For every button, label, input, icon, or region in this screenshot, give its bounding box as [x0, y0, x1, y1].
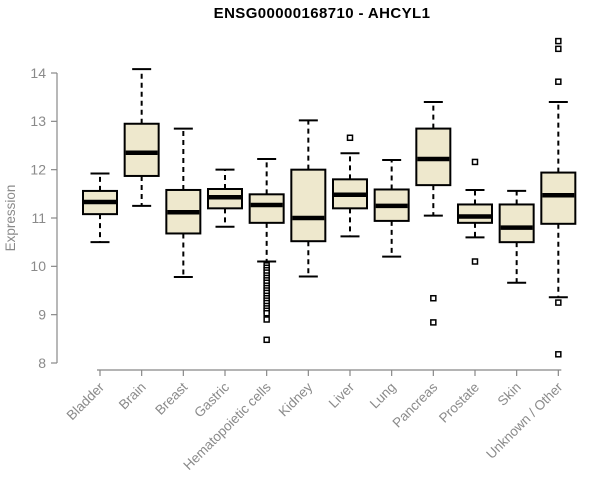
outlier-point: [346, 134, 354, 142]
outlier-point: [555, 351, 562, 358]
x-tick-label: Skin: [495, 380, 524, 409]
iqr-box: [290, 168, 327, 243]
x-tick-label: Bladder: [64, 379, 108, 423]
y-tick-label: 10: [30, 258, 46, 274]
box-skin: [498, 189, 535, 284]
outlier-point: [555, 78, 562, 85]
iqr-box: [248, 193, 285, 224]
iqr-box: [456, 203, 493, 224]
box-unknown-other: [540, 37, 577, 358]
x-tick-label: Gastric: [191, 379, 232, 420]
outlier-point: [430, 294, 437, 302]
chart-title: ENSG00000168710 - AHCYL1: [214, 5, 431, 22]
box-pancreas: [415, 101, 452, 326]
outlier-point: [555, 37, 562, 45]
y-tick-label: 12: [30, 162, 46, 178]
outlier-point: [263, 336, 270, 344]
outlier-point: [430, 319, 437, 326]
x-tick-label: Breast: [152, 379, 190, 417]
y-tick-label: 9: [38, 307, 46, 323]
box-hematopoietic-cells: [248, 158, 285, 344]
x-tick-label: Brain: [116, 380, 149, 413]
iqr-box: [498, 203, 535, 244]
x-tick-label: Pancreas: [390, 379, 441, 430]
y-axis-label: Expression: [3, 185, 18, 252]
box-kidney: [290, 119, 327, 278]
y-tick-label: 13: [30, 113, 46, 129]
y-tick-label: 14: [30, 65, 46, 81]
outlier-point: [263, 316, 270, 323]
box-breast: [165, 127, 202, 278]
iqr-box: [123, 122, 160, 177]
outlier-point: [471, 158, 479, 166]
box-prostate: [456, 158, 493, 265]
box-brain: [123, 68, 160, 207]
outlier-point: [263, 309, 270, 317]
outlier-point: [471, 258, 479, 265]
outlier-point: [555, 45, 562, 53]
box-gastric: [206, 168, 243, 228]
x-tick-label: Prostate: [436, 380, 482, 426]
box-liver: [331, 134, 368, 238]
iqr-box: [540, 171, 577, 225]
box-bladder: [82, 172, 118, 244]
outlier-point: [555, 299, 562, 306]
x-tick-label: Lung: [367, 380, 399, 412]
box-lung: [373, 159, 410, 258]
y-tick-label: 11: [31, 210, 46, 226]
x-tick-label: Liver: [326, 379, 358, 411]
plot-area: [82, 37, 577, 358]
x-tick-label: Kidney: [276, 379, 316, 419]
x-tick-label: Unknown / Other: [483, 379, 566, 462]
y-tick-label: 8: [38, 355, 46, 371]
